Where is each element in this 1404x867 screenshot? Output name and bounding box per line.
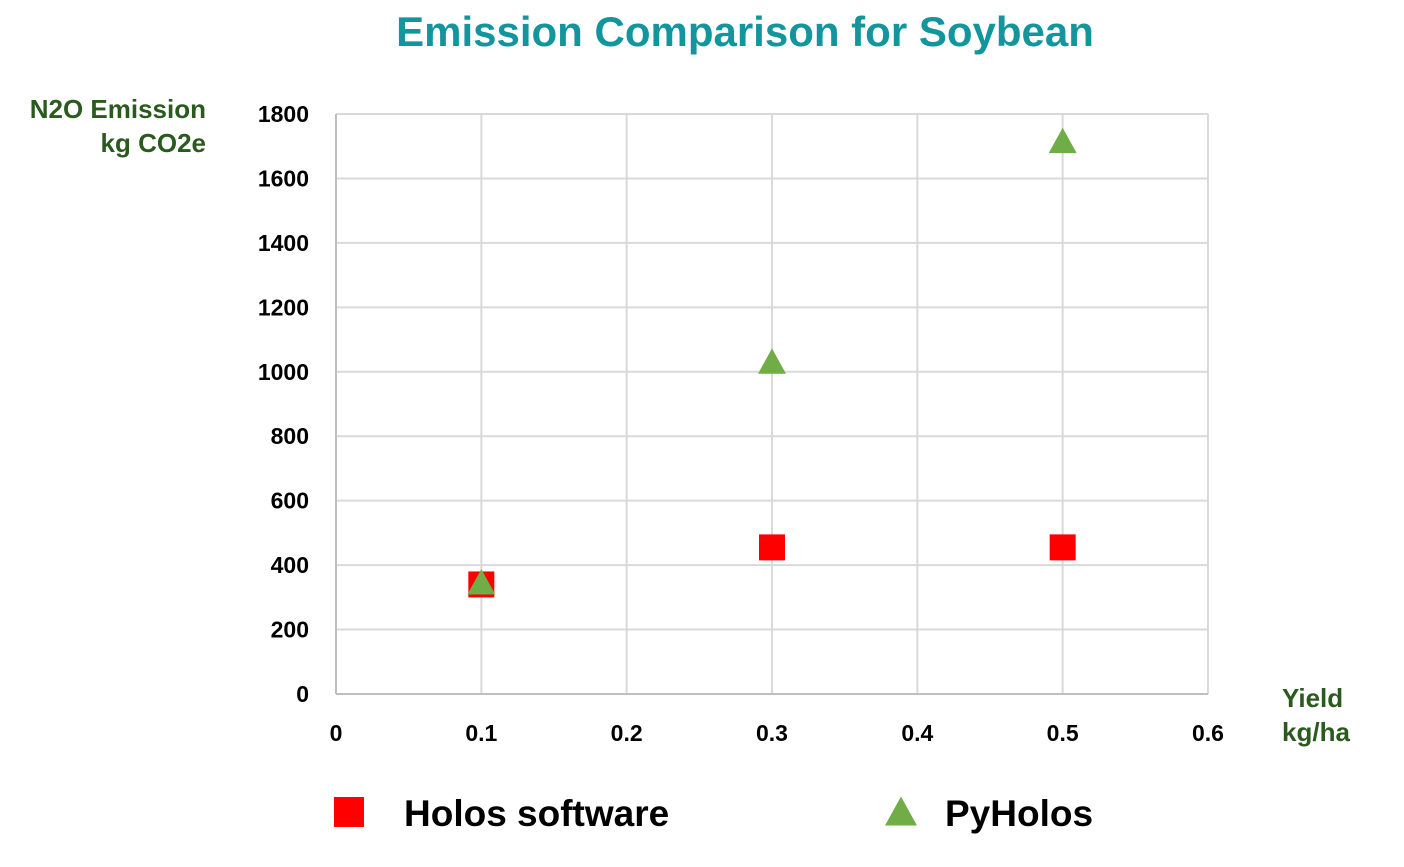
pyholos-point <box>467 569 496 595</box>
x-tick-label: 0 <box>330 720 343 746</box>
y-axis-title-line-1: N2O Emission <box>29 94 206 124</box>
y-tick-label: 1400 <box>258 230 309 256</box>
y-tick-label: 0 <box>296 681 309 707</box>
legend: Holos software PyHolos <box>334 793 1093 834</box>
y-tick-label: 600 <box>271 488 309 514</box>
chart-title: Emission Comparison for Soybean <box>396 8 1094 55</box>
y-tick-label: 1600 <box>258 165 309 191</box>
x-tick-label: 0.3 <box>756 720 788 746</box>
y-axis-title: N2O Emission kg CO2e <box>0 92 206 160</box>
y-tick-label: 1200 <box>258 294 309 320</box>
pyholos-point <box>758 348 786 374</box>
grid-lines <box>336 113 1209 694</box>
y-tick-label: 1000 <box>258 359 309 385</box>
y-tick-label: 200 <box>271 617 309 643</box>
x-tick-label: 0.1 <box>465 720 497 746</box>
x-tick-label: 0.2 <box>611 720 643 746</box>
x-axis-title: Yield kg/ha <box>1282 681 1402 749</box>
x-axis-title-line-2: kg/ha <box>1282 717 1350 747</box>
y-tick-label: 400 <box>271 552 309 578</box>
y-axis-title-line-2: kg CO2e <box>100 128 207 158</box>
x-tick-label: 0.5 <box>1047 720 1079 746</box>
x-tick-label: 0.4 <box>901 720 933 746</box>
pyholos-legend-marker <box>885 796 917 826</box>
holos-software-legend-marker <box>334 797 364 827</box>
data-markers <box>467 127 1077 598</box>
x-tick-label: 0.6 <box>1192 720 1224 746</box>
tick-labels: 0 200 400 600 800 1000 1200 1400 1600 1800 0 0.1 0.2… <box>258 101 1224 746</box>
axes <box>335 114 1208 695</box>
y-tick-label: 800 <box>271 423 309 449</box>
y-tick-label: 1800 <box>258 101 309 127</box>
holos-software-point <box>759 534 785 561</box>
x-axis-title-line-1: Yield <box>1282 683 1344 713</box>
pyholos-legend-label: PyHolos <box>945 793 1093 834</box>
holos-software-point <box>1049 534 1076 561</box>
pyholos-point <box>1048 127 1077 154</box>
holos-software-legend-label: Holos software <box>404 793 669 834</box>
